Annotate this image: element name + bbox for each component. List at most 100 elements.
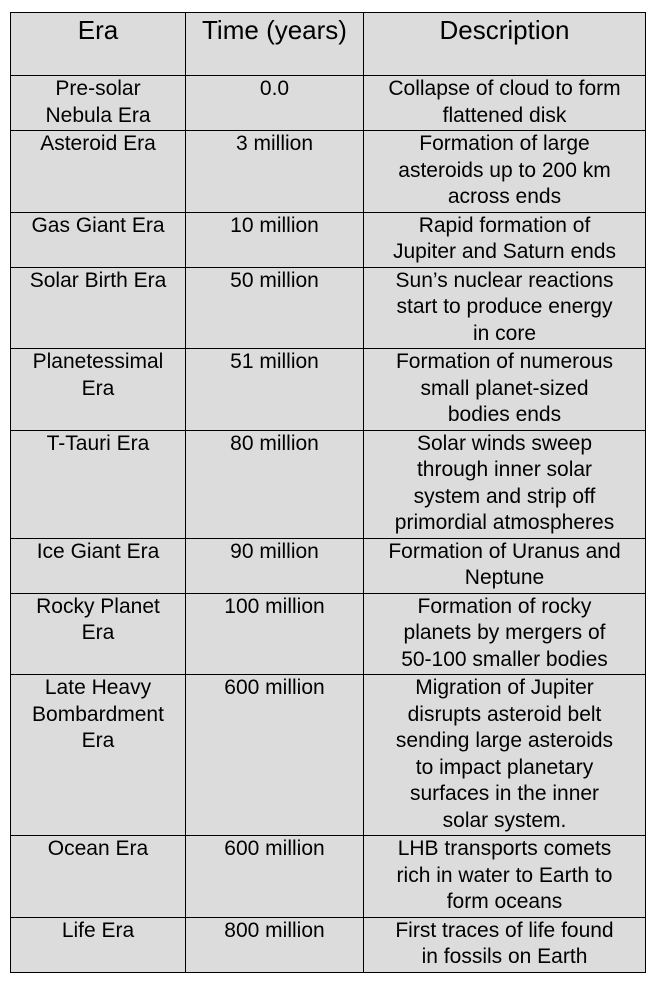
header-time-line-2: (years) <box>266 15 347 45</box>
description-cell-line: Sun’s nuclear reactions <box>395 268 614 292</box>
description-cell: Migration of Jupiter disrupts asteroid be… <box>363 674 646 836</box>
time-cell-value: 100 million <box>224 594 325 618</box>
description-cell-line: through inner solar <box>416 458 593 481</box>
era-cell: Life Era <box>10 916 186 973</box>
description-cell-line: form oceans <box>446 890 563 913</box>
time-cell-value: 51 million <box>230 350 319 373</box>
eras-table-container: Era Time (years) Description Pre-solar Ne… <box>10 12 646 973</box>
era-cell: Ocean Era <box>10 835 186 918</box>
description-cell: LHB transports comets rich in water to Ea… <box>363 835 646 918</box>
description-cell-line: rich in water to Earth to <box>396 863 613 887</box>
description-cell-line: First traces of life found <box>395 918 614 942</box>
header-row: Era Time (years) Description <box>10 12 646 76</box>
era-cell-line: Era <box>81 729 115 752</box>
table-row: Rocky Planet Era 100 million Formation of r… <box>10 592 646 675</box>
era-cell: Asteroid Era <box>10 130 186 213</box>
description-cell-line: Collapse of cloud to form <box>388 77 621 100</box>
era-cell-line: Pre-solar <box>55 77 141 100</box>
table-row: Life Era 800 million First traces of life … <box>10 916 646 973</box>
time-cell: 3 million <box>185 130 364 213</box>
time-cell: 80 million <box>185 429 364 539</box>
table-row: Asteroid Era 3 million Formation of large a… <box>10 130 646 213</box>
description-cell: First traces of life found in fossils on … <box>363 916 646 973</box>
table-row: Gas Giant Era 10 million Rapid formation o… <box>10 211 646 268</box>
description-cell-line: Formation of large <box>419 132 590 155</box>
time-cell: 100 million <box>185 592 364 675</box>
description-cell-line: Formation of rocky <box>417 594 592 618</box>
description-cell: Sun’s nuclear reactions start to produce … <box>363 266 646 349</box>
table-row: Solar Birth Era 50 million Sun’s nuclear r… <box>10 266 646 349</box>
era-cell-line: Era <box>81 621 115 644</box>
time-cell: 600 million <box>185 835 364 918</box>
era-cell: Ice Giant Era <box>10 537 186 594</box>
era-cell-line: T-Tauri Era <box>46 431 150 455</box>
era-cell-line: Era <box>81 376 115 400</box>
time-cell-value: 600 million <box>224 676 325 699</box>
era-cell: Rocky Planet Era <box>10 592 186 675</box>
time-cell-value: 800 million <box>224 918 325 942</box>
table-row: T-Tauri Era 80 million Solar winds sweep th… <box>10 429 646 539</box>
description-cell-line: 50-100 smaller bodies <box>401 647 608 671</box>
time-cell-value: 90 million <box>230 539 319 563</box>
description-cell-line: Migration of Jupiter <box>415 676 594 699</box>
time-cell: 800 million <box>185 916 364 973</box>
description-cell: Formation of rocky planets by mergers of 5… <box>363 592 646 675</box>
header-description: Description <box>363 12 646 76</box>
table-row: Late Heavy Bombardment Era 600 million Migra… <box>10 674 646 836</box>
table-row: Ice Giant Era 90 million Formation of Uran… <box>10 537 646 594</box>
description-cell-line: in fossils on Earth <box>421 945 588 968</box>
description-cell-line: surfaces in the inner <box>409 782 600 805</box>
description-cell-line: Rapid formation of <box>418 213 591 237</box>
era-cell-line: Ice Giant Era <box>36 539 160 563</box>
time-cell: 0.0 <box>185 75 364 131</box>
description-cell: Formation of large asteroids up to 200 km… <box>363 130 646 213</box>
description-cell-line: system and strip off <box>413 484 596 508</box>
description-cell-line: Neptune <box>464 566 545 589</box>
header-era: Era <box>10 12 186 76</box>
era-cell-line: Late Heavy <box>44 676 152 699</box>
time-cell-value: 50 million <box>230 268 319 292</box>
era-cell: Gas Giant Era <box>10 211 186 268</box>
description-cell-line: to impact planetary <box>415 755 594 779</box>
eras-table: Era Time (years) Description Pre-solar Ne… <box>10 12 646 973</box>
description-cell: Collapse of cloud to form flattened disk <box>363 75 646 131</box>
header-description-line: Description <box>439 15 570 45</box>
era-cell-line: Bombardment <box>32 702 164 726</box>
description-cell-line: bodies ends <box>447 403 562 426</box>
description-cell-line: planets by mergers of <box>403 621 606 644</box>
header-time-line-1: Time <box>202 15 259 45</box>
description-cell-line: asteroids up to 200 km <box>398 158 611 182</box>
table-row: Pre-solar Nebula Era 0.0 Collapse of cloud … <box>10 75 646 131</box>
time-cell: 600 million <box>185 674 364 836</box>
description-cell-line: start to produce energy <box>396 295 613 318</box>
description-cell: Rapid formation of Jupiter and Saturn end… <box>363 211 646 268</box>
description-cell-line: LHB transports comets <box>397 837 612 860</box>
era-cell-line: Gas Giant Era <box>31 213 165 237</box>
time-cell: 90 million <box>185 537 364 594</box>
header-time: Time (years) <box>185 12 364 76</box>
time-cell: 10 million <box>185 211 364 268</box>
time-cell-value: 10 million <box>230 213 319 237</box>
table-body: Pre-solar Nebula Era 0.0 Collapse of cloud … <box>10 75 646 973</box>
table-row: Planetessimal Era 51 million Formation of n… <box>10 348 646 431</box>
era-cell-line: Asteroid Era <box>40 132 156 155</box>
description-cell: Formation of numerous small planet-sized b… <box>363 348 646 431</box>
description-cell-line: solar system. <box>442 808 567 832</box>
time-cell-value: 0.0 <box>259 77 290 100</box>
description-cell-line: in core <box>472 321 537 345</box>
description-cell: Formation of Uranus and Neptune <box>363 537 646 594</box>
era-cell: Late Heavy Bombardment Era <box>10 674 186 836</box>
header-era-line: Era <box>77 15 119 45</box>
era-cell: Solar Birth Era <box>10 266 186 349</box>
description-cell-line: Formation of numerous <box>395 350 614 373</box>
era-cell-line: Planetessimal <box>32 350 164 373</box>
era-cell-line: Life Era <box>61 918 135 942</box>
description-cell-line: sending large asteroids <box>395 729 614 752</box>
time-cell-value: 3 million <box>235 132 314 155</box>
description-cell-line: primordial atmospheres <box>394 511 615 534</box>
era-cell: T-Tauri Era <box>10 429 186 539</box>
description-cell-line: small planet-sized <box>420 376 589 400</box>
era-cell: Pre-solar Nebula Era <box>10 75 186 131</box>
description-cell-line: Jupiter and Saturn ends <box>393 240 616 263</box>
description-cell-line: flattened disk <box>442 103 567 127</box>
